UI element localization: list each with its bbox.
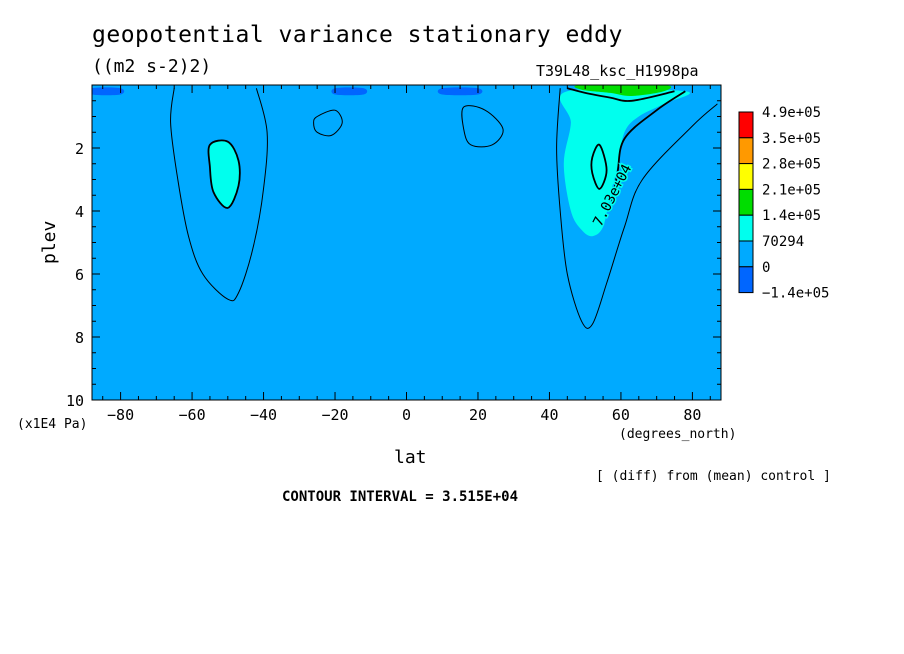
x-tick-label: −40 bbox=[250, 406, 277, 424]
axis-ticks bbox=[92, 85, 721, 400]
colorbar-swatch bbox=[738, 137, 754, 165]
contour-line bbox=[556, 88, 718, 329]
region-blue bbox=[437, 87, 483, 96]
region-cyan bbox=[208, 140, 240, 208]
plot-background bbox=[92, 85, 721, 400]
y-tick-label: 6 bbox=[75, 266, 84, 284]
x-axis-unit: (degrees_north) bbox=[619, 427, 736, 442]
x-axis-label: lat bbox=[394, 447, 427, 468]
region-blue bbox=[92, 87, 125, 96]
region-blue bbox=[331, 87, 368, 96]
contour-line bbox=[567, 87, 675, 102]
x-tick-label: 40 bbox=[540, 406, 558, 424]
contour-line bbox=[609, 90, 686, 212]
contour-line bbox=[590, 143, 608, 190]
y-tick-label: 8 bbox=[75, 329, 84, 347]
colorbar-swatch bbox=[738, 111, 754, 139]
filled-regions bbox=[92, 85, 690, 237]
run-id: T39L48_ksc_H1998pa bbox=[536, 62, 699, 80]
y-axis-label: plev bbox=[39, 221, 60, 264]
diff-note: [ (diff) from (mean) control ] bbox=[596, 469, 831, 484]
colorbar-swatch bbox=[738, 188, 754, 216]
colorbar-swatch bbox=[738, 214, 754, 242]
x-tick-label: −80 bbox=[107, 406, 134, 424]
contour-lines bbox=[170, 87, 718, 329]
y-tick-label: 10 bbox=[66, 392, 84, 410]
x-tick-label: −20 bbox=[321, 406, 348, 424]
colorbar: 4.9e+05 3.5e+05 2.8e+05 2.1e+05 1.4e+05 70294… bbox=[738, 105, 829, 302]
contour-line bbox=[461, 105, 504, 148]
x-tick-label: 20 bbox=[469, 406, 487, 424]
colorbar-swatch bbox=[738, 163, 754, 190]
colorbar-label: 70294 bbox=[762, 234, 804, 250]
colorbar-label: 4.9e+05 bbox=[762, 105, 821, 121]
colorbar-label: 2.1e+05 bbox=[762, 182, 821, 198]
region-cyan bbox=[559, 88, 690, 237]
colorbar-swatch bbox=[738, 266, 754, 294]
x-tick-label: −60 bbox=[179, 406, 206, 424]
y-tick-label: 4 bbox=[75, 203, 84, 221]
chart-title: geopotential variance stationary eddy bbox=[92, 22, 623, 48]
colorbar-label: 0 bbox=[762, 260, 770, 276]
colorbar-label: 1.4e+05 bbox=[762, 208, 821, 224]
colorbar-swatch bbox=[738, 240, 754, 268]
x-tick-label: 80 bbox=[683, 406, 701, 424]
contour-line bbox=[170, 88, 268, 302]
contour-line bbox=[207, 139, 241, 209]
colorbar-label: −1.4e+05 bbox=[762, 286, 829, 302]
contour-interval: CONTOUR INTERVAL = 3.515E+04 bbox=[282, 489, 519, 505]
x-tick-label: 60 bbox=[612, 406, 630, 424]
chart-units: ((m2 s-2)2) bbox=[92, 56, 212, 77]
axis-tick-labels: −80 −60 −40 −20 0 20 40 60 80 2 4 6 8 10 bbox=[66, 140, 702, 424]
x-tick-label: 0 bbox=[402, 406, 411, 424]
y-axis-unit: (x1E4 Pa) bbox=[17, 417, 87, 432]
region-green bbox=[574, 85, 672, 97]
contour-line bbox=[313, 109, 343, 137]
colorbar-label: 2.8e+05 bbox=[762, 157, 821, 173]
y-tick-label: 2 bbox=[75, 140, 84, 158]
colorbar-label: 3.5e+05 bbox=[762, 131, 821, 147]
